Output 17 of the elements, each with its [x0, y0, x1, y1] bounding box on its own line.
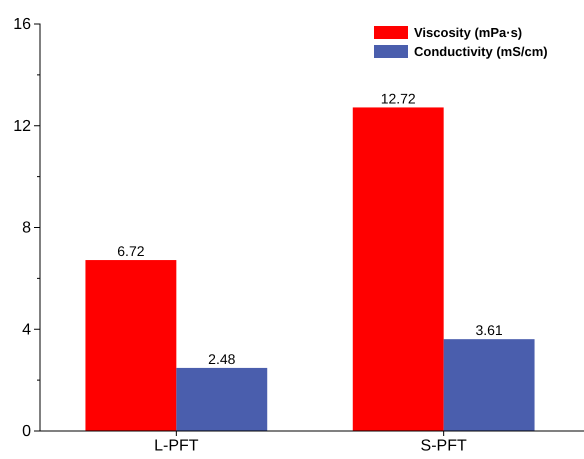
bar: [352, 107, 444, 431]
bar: [85, 260, 176, 431]
x-tick-label: L-PFT: [154, 437, 199, 454]
bar: [444, 339, 535, 431]
y-tick-label: 8: [22, 220, 32, 237]
x-tick-label: S-PFT: [420, 437, 467, 454]
y-tick-label: 16: [13, 16, 32, 34]
y-tick-label: 4: [22, 321, 32, 338]
bar: [176, 368, 268, 431]
data-label: 2.48: [208, 350, 236, 367]
data-label: 12.72: [380, 90, 416, 106]
data-label: 6.72: [117, 243, 145, 260]
y-tick-label: 12: [13, 118, 32, 135]
legend-label: Conductivity (mS/cm): [414, 44, 548, 59]
y-tick-label: 0: [22, 423, 32, 440]
data-label: 3.61: [475, 322, 503, 338]
legend-label: Viscosity (mPa·s): [414, 25, 522, 40]
